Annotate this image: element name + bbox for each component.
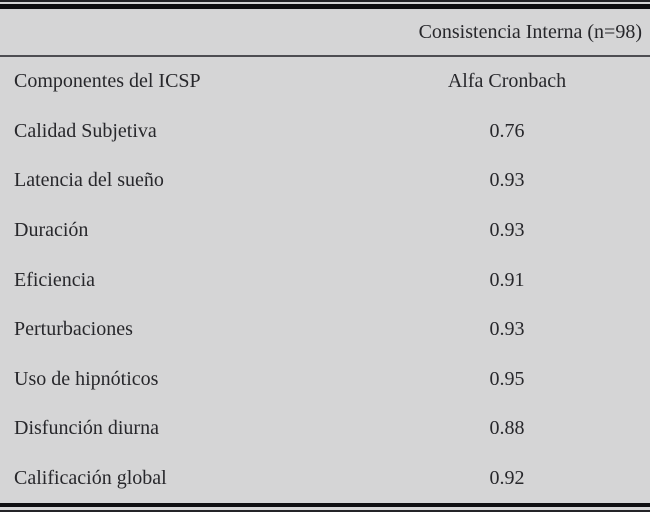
table-title: Consistencia Interna (n=98): [418, 20, 642, 43]
row-component-label: Disfunción diurna: [14, 417, 159, 440]
row-component-label: Latencia del sueño: [14, 169, 164, 192]
top-inner-rule: [0, 4, 650, 9]
top-outer-rule: [0, 0, 650, 2]
row-alpha-value: 0.93: [489, 318, 525, 341]
table-title-row: Consistencia Interna (n=98): [0, 9, 650, 55]
row-component-label: Duración: [14, 218, 89, 241]
table-row: Duración 0.93: [0, 206, 650, 256]
row-component-label: Calidad Subjetiva: [14, 119, 157, 142]
table-body: Componentes del ICSP Alfa Cronbach Calid…: [0, 57, 650, 503]
table-row: Disfunción diurna 0.88: [0, 404, 650, 454]
table-row: Calificación global 0.92: [0, 454, 650, 504]
bottom-outer-rule: [0, 510, 650, 512]
row-alpha-value: 0.93: [489, 218, 525, 241]
row-component-label: Eficiencia: [14, 268, 96, 291]
column-header-component: Componentes del ICSP: [14, 70, 201, 93]
row-alpha-value: 0.88: [489, 417, 525, 440]
table-row: Eficiencia 0.91: [0, 255, 650, 305]
bottom-inner-rule: [0, 503, 650, 507]
row-component-label: Calificación global: [14, 466, 167, 489]
row-alpha-value: 0.76: [489, 119, 525, 142]
column-header-value: Alfa Cronbach: [447, 70, 567, 93]
row-alpha-value: 0.93: [489, 169, 525, 192]
table-row: Calidad Subjetiva 0.76: [0, 107, 650, 157]
table-row: Uso de hipnóticos 0.95: [0, 354, 650, 404]
header-divider-rule: [0, 55, 650, 57]
row-component-label: Perturbaciones: [14, 318, 133, 341]
row-alpha-value: 0.95: [489, 367, 525, 390]
table-row: Perturbaciones 0.93: [0, 305, 650, 355]
row-component-label: Uso de hipnóticos: [14, 367, 159, 390]
column-header-row: Componentes del ICSP Alfa Cronbach: [0, 57, 650, 107]
row-alpha-value: 0.92: [489, 466, 525, 489]
row-alpha-value: 0.91: [489, 268, 525, 291]
table-row: Latencia del sueño 0.93: [0, 156, 650, 206]
